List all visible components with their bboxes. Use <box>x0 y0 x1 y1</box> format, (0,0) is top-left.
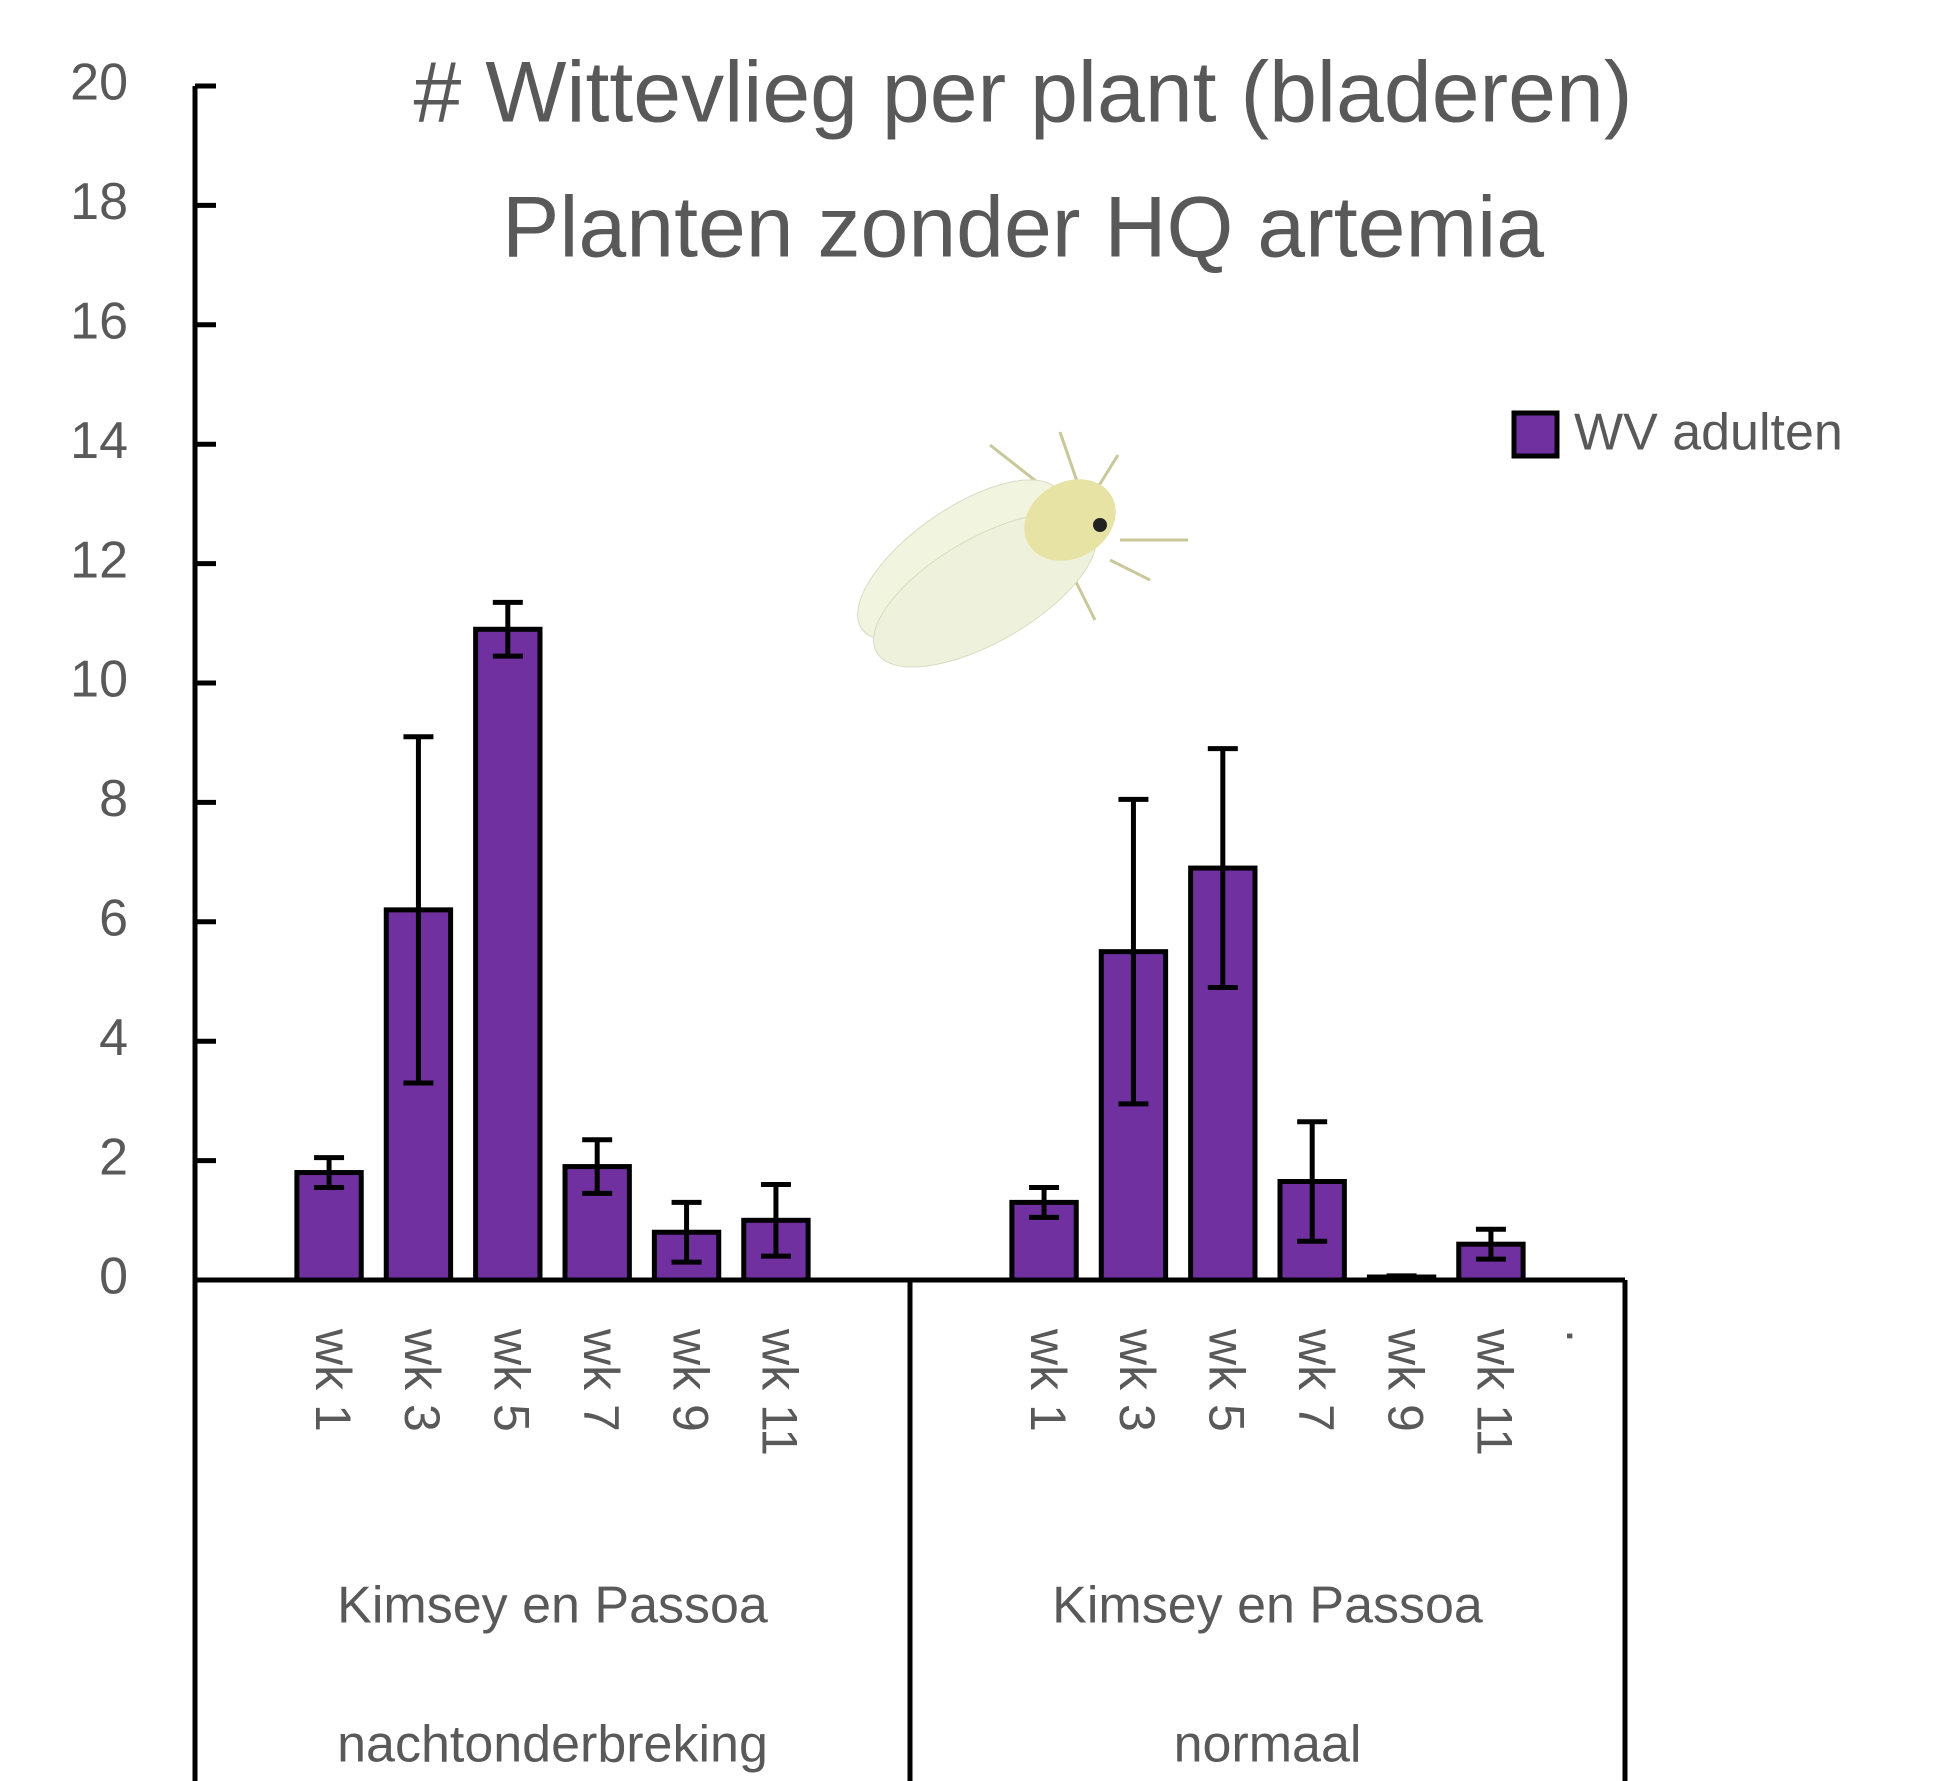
y-tick-label: 14 <box>70 412 128 470</box>
x-tick-label: wk 9 <box>662 1328 718 1432</box>
y-tick-label: 6 <box>99 890 128 948</box>
chart: # Wittevlieg per plant (bladeren) Plante… <box>0 0 1933 1781</box>
y-tick-label: 2 <box>99 1128 128 1186</box>
x-tick-label: . <box>1556 1329 1612 1343</box>
x-tick-label: wk 7 <box>1288 1328 1344 1432</box>
legend-label: WV adulten <box>1574 404 1843 462</box>
x-tick-label: wk 3 <box>1109 1328 1165 1432</box>
chart-title: # Wittevlieg per plant (bladeren) <box>414 45 1633 141</box>
y-tick-label: 20 <box>70 54 128 112</box>
group-label: Kimsey en Passoa <box>337 1577 768 1635</box>
legend-swatch <box>1514 413 1557 456</box>
x-tick-label: wk 11 <box>1467 1328 1523 1456</box>
x-tick-label: wk 5 <box>484 1328 540 1432</box>
x-tick-label: wk 9 <box>1377 1328 1433 1432</box>
page: # Wittevlieg per plant (bladeren) Plante… <box>0 0 1933 1781</box>
y-tick-label: 16 <box>70 293 128 351</box>
x-tick-label: wk 5 <box>1199 1328 1255 1432</box>
group-label: nachtonderbreking <box>337 1716 768 1774</box>
y-tick-label: 8 <box>99 770 128 828</box>
y-tick-label: 18 <box>70 173 128 231</box>
group-label: Kimsey en Passoa <box>1052 1577 1483 1635</box>
error-bar <box>1387 1276 1417 1278</box>
y-tick-label: 12 <box>70 531 128 589</box>
group-label: normaal <box>1174 1716 1362 1774</box>
x-tick-label: wk 11 <box>752 1328 808 1456</box>
bar <box>476 629 540 1280</box>
x-tick-label: wk 7 <box>573 1328 629 1432</box>
x-tick-label: wk 1 <box>1020 1328 1076 1432</box>
x-tick-label: wk 1 <box>305 1328 361 1432</box>
y-tick-label: 4 <box>99 1009 128 1067</box>
x-tick-label: wk 3 <box>394 1328 450 1432</box>
whitefly-illustration <box>833 432 1188 698</box>
y-tick-label: 0 <box>99 1248 128 1306</box>
y-tick-label: 10 <box>70 651 128 709</box>
chart-subtitle: Planten zonder HQ artemia <box>502 180 1544 276</box>
